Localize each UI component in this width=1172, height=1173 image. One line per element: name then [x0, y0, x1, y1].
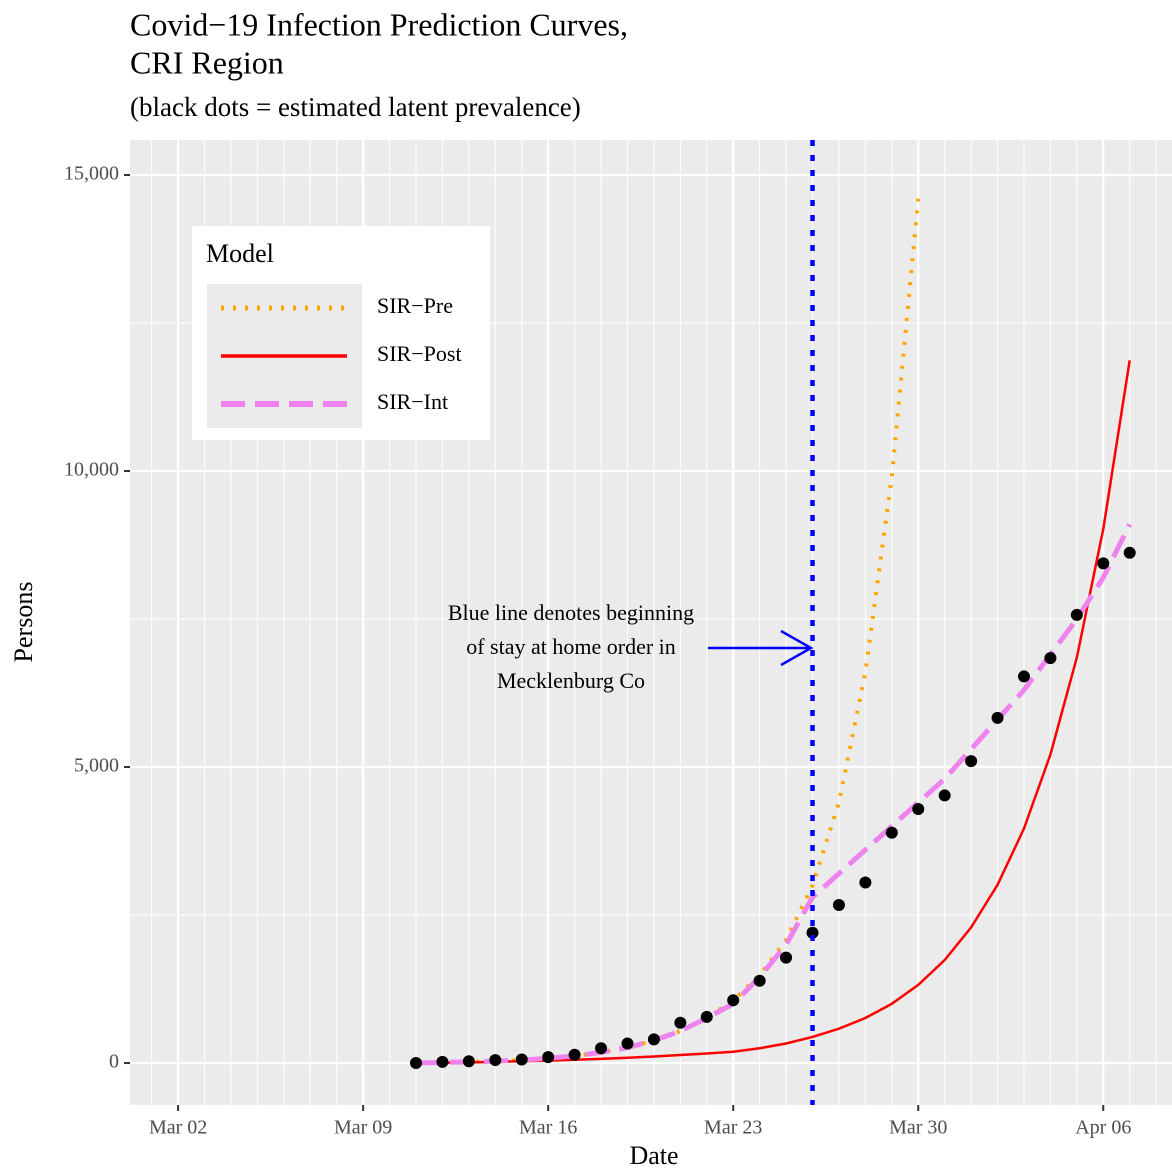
- data-point: [912, 803, 925, 816]
- data-point: [806, 926, 819, 939]
- legend-key: [207, 284, 362, 332]
- data-point: [1070, 608, 1083, 621]
- y-tick-label: 0: [109, 1051, 119, 1073]
- data-point: [489, 1054, 502, 1067]
- data-point: [700, 1010, 713, 1023]
- x-tick-label: Mar 16: [519, 1117, 577, 1139]
- annotation-text: Mecklenburg Co: [497, 668, 645, 693]
- data-point: [462, 1055, 475, 1068]
- data-point: [568, 1048, 581, 1061]
- x-tick-label: Mar 30: [889, 1117, 947, 1139]
- data-point: [515, 1053, 528, 1066]
- x-tick-label: Mar 23: [704, 1117, 762, 1139]
- data-point: [674, 1016, 687, 1029]
- y-tick-label: 15,000: [64, 163, 119, 185]
- y-tick-label: 5,000: [74, 755, 119, 777]
- legend-title: Model: [206, 239, 274, 268]
- data-point: [727, 994, 740, 1007]
- legend-label: SIR−Int: [377, 389, 448, 414]
- data-point: [1044, 652, 1057, 665]
- x-axis-label: Date: [629, 1141, 678, 1170]
- x-tick-label: Apr 06: [1075, 1117, 1131, 1139]
- data-point: [595, 1042, 608, 1055]
- annotation-text: Blue line denotes beginning: [448, 600, 694, 625]
- x-tick-label: Mar 02: [149, 1117, 207, 1139]
- legend-label: SIR−Pre: [377, 293, 453, 318]
- data-point: [938, 789, 951, 802]
- data-point: [885, 826, 898, 839]
- data-point: [753, 974, 766, 987]
- data-point: [621, 1037, 634, 1050]
- data-point: [1017, 670, 1030, 683]
- series-line: [415, 523, 1132, 1066]
- data-point: [965, 755, 978, 768]
- annotation-text: of stay at home order in: [466, 634, 676, 659]
- y-axis-label: Persons: [9, 582, 38, 663]
- data-point: [542, 1051, 555, 1064]
- x-tick-label: Mar 09: [334, 1117, 392, 1139]
- chart-subtitle: (black dots = estimated latent prevalenc…: [130, 92, 581, 122]
- chart-title: CRI Region: [130, 44, 284, 80]
- data-point: [832, 898, 845, 911]
- data-point: [436, 1055, 449, 1068]
- annotation-arrow: [708, 629, 814, 667]
- data-point: [647, 1033, 660, 1046]
- y-tick-label: 10,000: [64, 459, 119, 481]
- data-point: [780, 951, 793, 964]
- data-point: [1123, 546, 1136, 559]
- legend-label: SIR−Post: [377, 341, 462, 366]
- data-point: [1097, 557, 1110, 570]
- data-point: [410, 1057, 423, 1070]
- data-point: [991, 711, 1004, 724]
- data-point: [859, 876, 872, 889]
- chart-title: Covid−19 Infection Prediction Curves,: [130, 6, 628, 42]
